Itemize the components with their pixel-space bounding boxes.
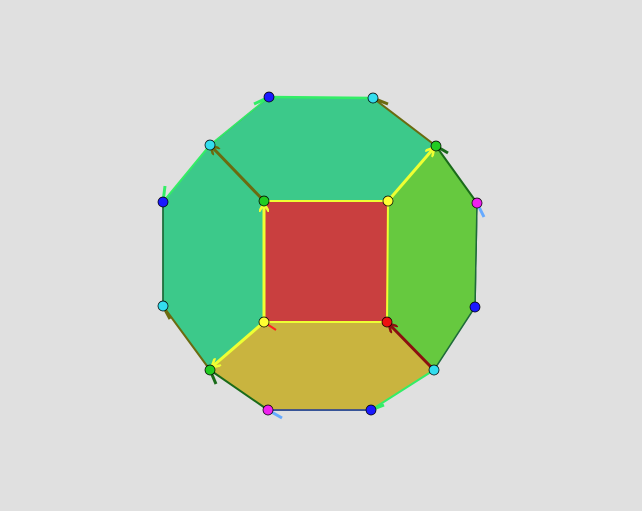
edge-right-lower	[433, 306, 476, 371]
edge-inner-bottom-right	[390, 325, 434, 370]
vertex-cyan	[157, 300, 169, 312]
vertex-green	[430, 140, 442, 152]
edge-top	[268, 95, 374, 100]
edge-top-right	[372, 97, 437, 147]
vertex-cyan	[367, 92, 379, 104]
vertex-green	[258, 195, 270, 207]
vertex-magenta	[262, 404, 274, 416]
edge-inner-top-left	[212, 147, 266, 203]
edge-bottom-right	[370, 369, 435, 411]
edge-top-left	[209, 96, 270, 146]
vertex-blue	[469, 301, 481, 313]
vertex-cyan	[428, 364, 440, 376]
vertex-yellow	[382, 195, 394, 207]
edge-inner-top-right	[386, 149, 433, 202]
vertex-blue	[263, 91, 275, 103]
edge-left-lower	[162, 305, 211, 371]
vertex-magenta	[471, 197, 483, 209]
vertex-red	[381, 316, 393, 328]
edge-left-upper	[162, 144, 211, 203]
vertex-cyan	[204, 139, 216, 151]
edge-right	[474, 202, 478, 308]
edge-right-upper	[435, 145, 478, 204]
face-center-red	[263, 200, 390, 323]
vertex-blue	[157, 196, 169, 208]
vertex-blue	[365, 404, 377, 416]
vertex-yellow	[258, 316, 270, 328]
edge-bottom-left	[209, 369, 269, 411]
edge-inner-bottom-left	[213, 320, 265, 366]
vertex-green	[204, 364, 216, 376]
